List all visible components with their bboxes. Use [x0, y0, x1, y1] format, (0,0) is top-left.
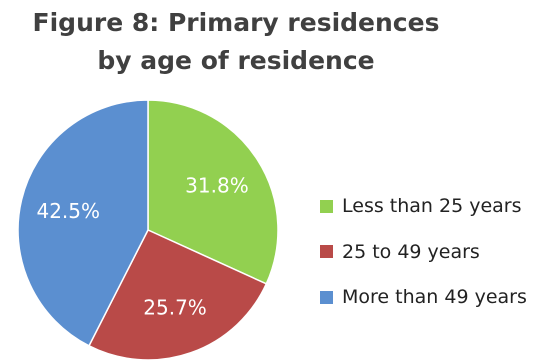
legend-swatch-1	[320, 199, 333, 213]
legend-label-2: 25 to 49 years	[342, 240, 480, 263]
slice-value-label-3: 42.5%	[36, 199, 100, 223]
slice-value-label-2: 25.7%	[143, 295, 207, 319]
legend-item-1: Less than 25 years	[320, 195, 527, 217]
pie-slice-3	[17, 99, 149, 347]
chart-title: Figure 8: Primary residences by age of r…	[0, 4, 472, 80]
chart-title-line-2: by age of residence	[97, 46, 375, 75]
pie-slice-2	[87, 229, 268, 360]
legend-swatch-3	[320, 290, 333, 304]
legend-label-1: Less than 25 years	[342, 195, 522, 217]
legend-swatch-2	[320, 245, 333, 258]
legend-item-2: 25 to 49 years	[320, 241, 527, 263]
chart-title-line-1: Figure 8: Primary residences	[32, 8, 440, 37]
chart-legend: Less than 25 years 25 to 49 years More tha…	[320, 195, 527, 332]
legend-item-3: More than 49 years	[320, 286, 527, 308]
legend-label-3: More than 49 years	[342, 286, 527, 308]
pie-slice-1	[147, 99, 279, 285]
slice-value-label-1: 31.8%	[185, 174, 249, 198]
